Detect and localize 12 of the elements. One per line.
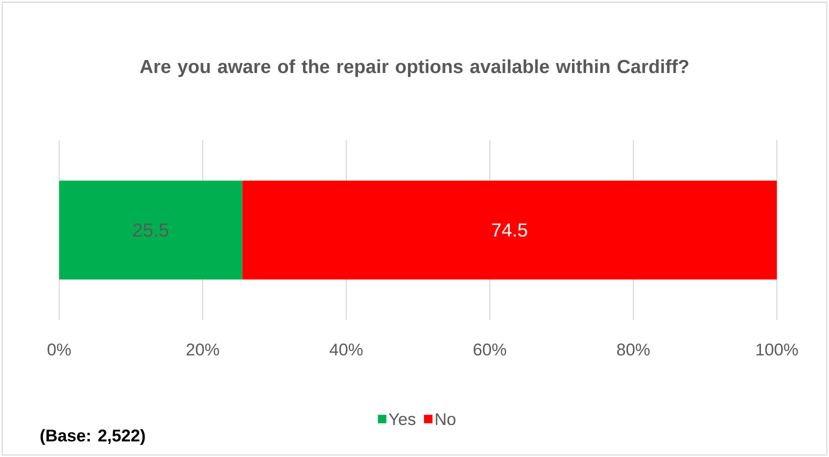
- x-tick-label: 0%: [48, 343, 71, 356]
- legend-label: Yes: [388, 413, 416, 426]
- data-label: 25.5: [133, 223, 168, 237]
- legend-label: No: [436, 413, 456, 426]
- x-tick-label: 40%: [330, 343, 363, 356]
- x-tick-label: 100%: [756, 343, 798, 356]
- data-label: 74.5: [492, 223, 528, 237]
- chart-title: Are you aware of the repair options available within Cardiff?: [140, 59, 688, 77]
- x-tick-label: 80%: [617, 343, 650, 356]
- text: (Base: 2,522): [40, 429, 145, 445]
- x-tick-label: 60%: [474, 343, 506, 356]
- x-tick-label: 20%: [186, 343, 220, 356]
